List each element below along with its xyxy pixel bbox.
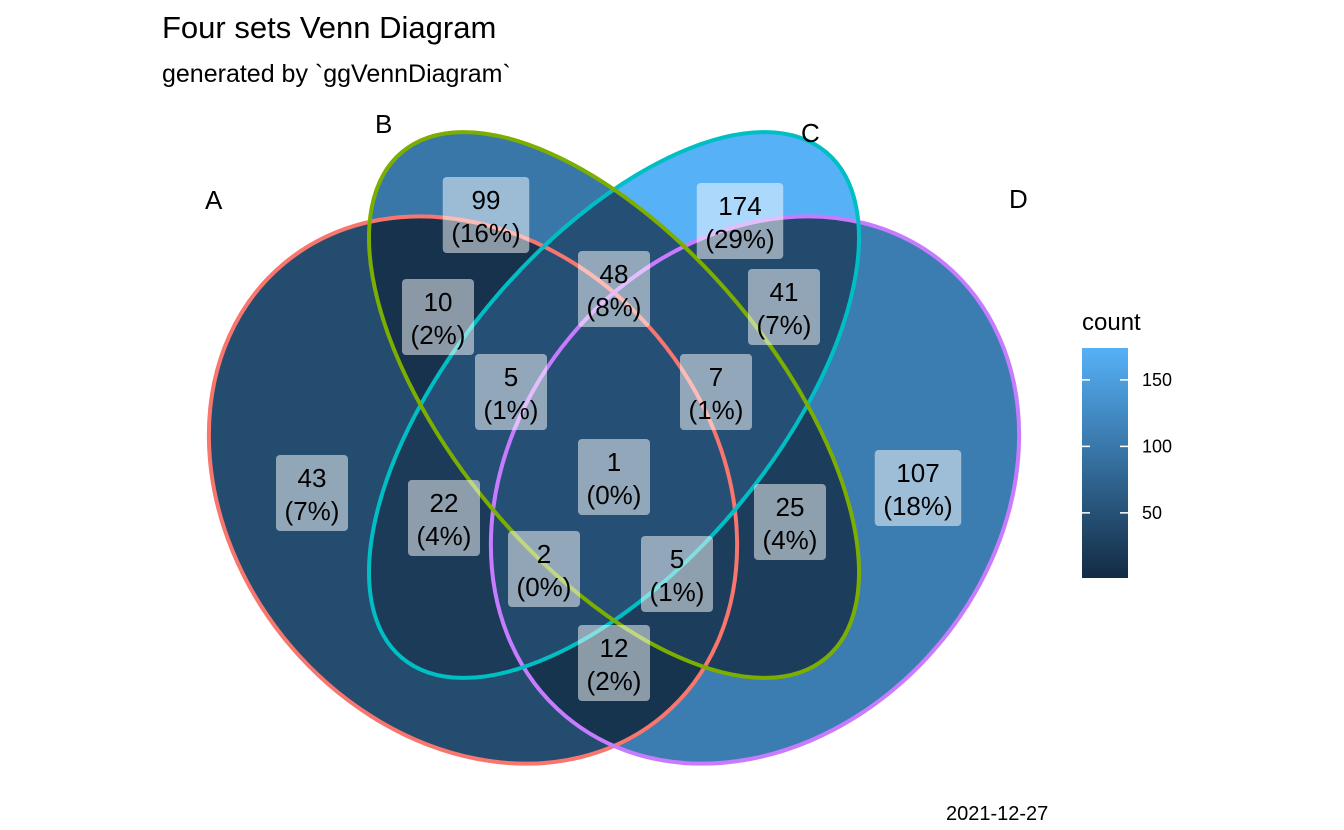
region-percent: (29%)	[705, 224, 774, 254]
region-percent: (2%)	[411, 320, 466, 350]
region-percent: (8%)	[587, 292, 642, 322]
region-count: 43	[298, 463, 327, 493]
region-label-abc: 5(1%)	[475, 354, 547, 430]
region-label-acd: 2(0%)	[508, 531, 580, 607]
region-label-c: 174(29%)	[696, 183, 784, 259]
region-label-abd: 5(1%)	[641, 536, 713, 612]
region-label-bd: 25(4%)	[754, 484, 826, 560]
region-label-box	[641, 536, 713, 612]
region-label-box	[442, 177, 530, 253]
region-label-box	[402, 279, 474, 355]
region-label-ac: 22(4%)	[408, 480, 480, 556]
set-outlines	[206, 130, 1022, 766]
region-label-cd: 41(7%)	[748, 269, 820, 345]
region-label-box	[754, 484, 826, 560]
region-labels: 43(7%)99(16%)174(29%)107(18%)10(2%)22(4%…	[276, 177, 962, 701]
region-label-a: 43(7%)	[276, 455, 348, 531]
region-label-box	[874, 450, 962, 526]
chart-subtitle: generated by `ggVennDiagram`	[162, 60, 511, 88]
region-count: 99	[472, 185, 501, 215]
region-count: 41	[770, 277, 799, 307]
set-b-outline	[367, 130, 861, 680]
region-label-d: 107(18%)	[874, 450, 962, 526]
chart-title: Four sets Venn Diagram	[162, 10, 497, 45]
region-percent: (18%)	[883, 491, 952, 521]
legend-tick-label: 100	[1142, 436, 1172, 456]
region-count: 5	[504, 362, 518, 392]
region-label-b: 99(16%)	[442, 177, 530, 253]
region-label-box	[680, 354, 752, 430]
set-label-c: C	[801, 118, 820, 148]
set-label-b: B	[375, 109, 392, 139]
region-count: 25	[776, 492, 805, 522]
region-percent: (2%)	[587, 666, 642, 696]
region-label-box	[508, 531, 580, 607]
region-count: 1	[607, 447, 621, 477]
region-percent: (0%)	[517, 572, 572, 602]
region-label-box	[276, 455, 348, 531]
region-label-box	[578, 625, 650, 701]
set-label-d: D	[1009, 184, 1028, 214]
region-percent: (4%)	[417, 521, 472, 551]
region-percent: (0%)	[587, 480, 642, 510]
region-percent: (1%)	[650, 577, 705, 607]
region-count: 22	[430, 488, 459, 518]
region-label-ad: 12(2%)	[578, 625, 650, 701]
region-label-abcd: 1(0%)	[578, 439, 650, 515]
region-label-bc: 48(8%)	[578, 251, 650, 327]
region-label-ab: 10(2%)	[402, 279, 474, 355]
region-percent: (7%)	[757, 310, 812, 340]
region-count: 174	[718, 191, 761, 221]
region-count: 12	[600, 633, 629, 663]
caption-date: 2021-12-27	[946, 803, 1049, 825]
region-count: 7	[709, 362, 723, 392]
region-label-box	[475, 354, 547, 430]
set-c-outline	[367, 130, 861, 680]
region-count: 2	[537, 539, 551, 569]
region-percent: (1%)	[689, 395, 744, 425]
legend: count 150 100 50	[1082, 309, 1172, 578]
region-percent: (16%)	[451, 218, 520, 248]
legend-tick-label: 150	[1142, 370, 1172, 390]
legend-title: count	[1082, 309, 1141, 336]
region-label-box	[696, 183, 784, 259]
region-label-box	[408, 480, 480, 556]
set-d-outline	[488, 214, 1022, 766]
region-percent: (7%)	[285, 496, 340, 526]
region-percent: (4%)	[763, 525, 818, 555]
region-label-bcd: 7(1%)	[680, 354, 752, 430]
region-count: 10	[424, 287, 453, 317]
region-count: 48	[600, 259, 629, 289]
region-label-box	[578, 439, 650, 515]
region-label-box	[578, 251, 650, 327]
set-label-a: A	[205, 185, 223, 215]
legend-ticks: 150 100 50	[1082, 370, 1172, 523]
region-label-box	[748, 269, 820, 345]
region-percent: (1%)	[484, 395, 539, 425]
legend-colorbar	[1082, 348, 1128, 578]
region-count: 5	[670, 544, 684, 574]
legend-tick-label: 50	[1142, 503, 1162, 523]
set-a-outline	[206, 214, 740, 766]
region-count: 107	[896, 458, 939, 488]
